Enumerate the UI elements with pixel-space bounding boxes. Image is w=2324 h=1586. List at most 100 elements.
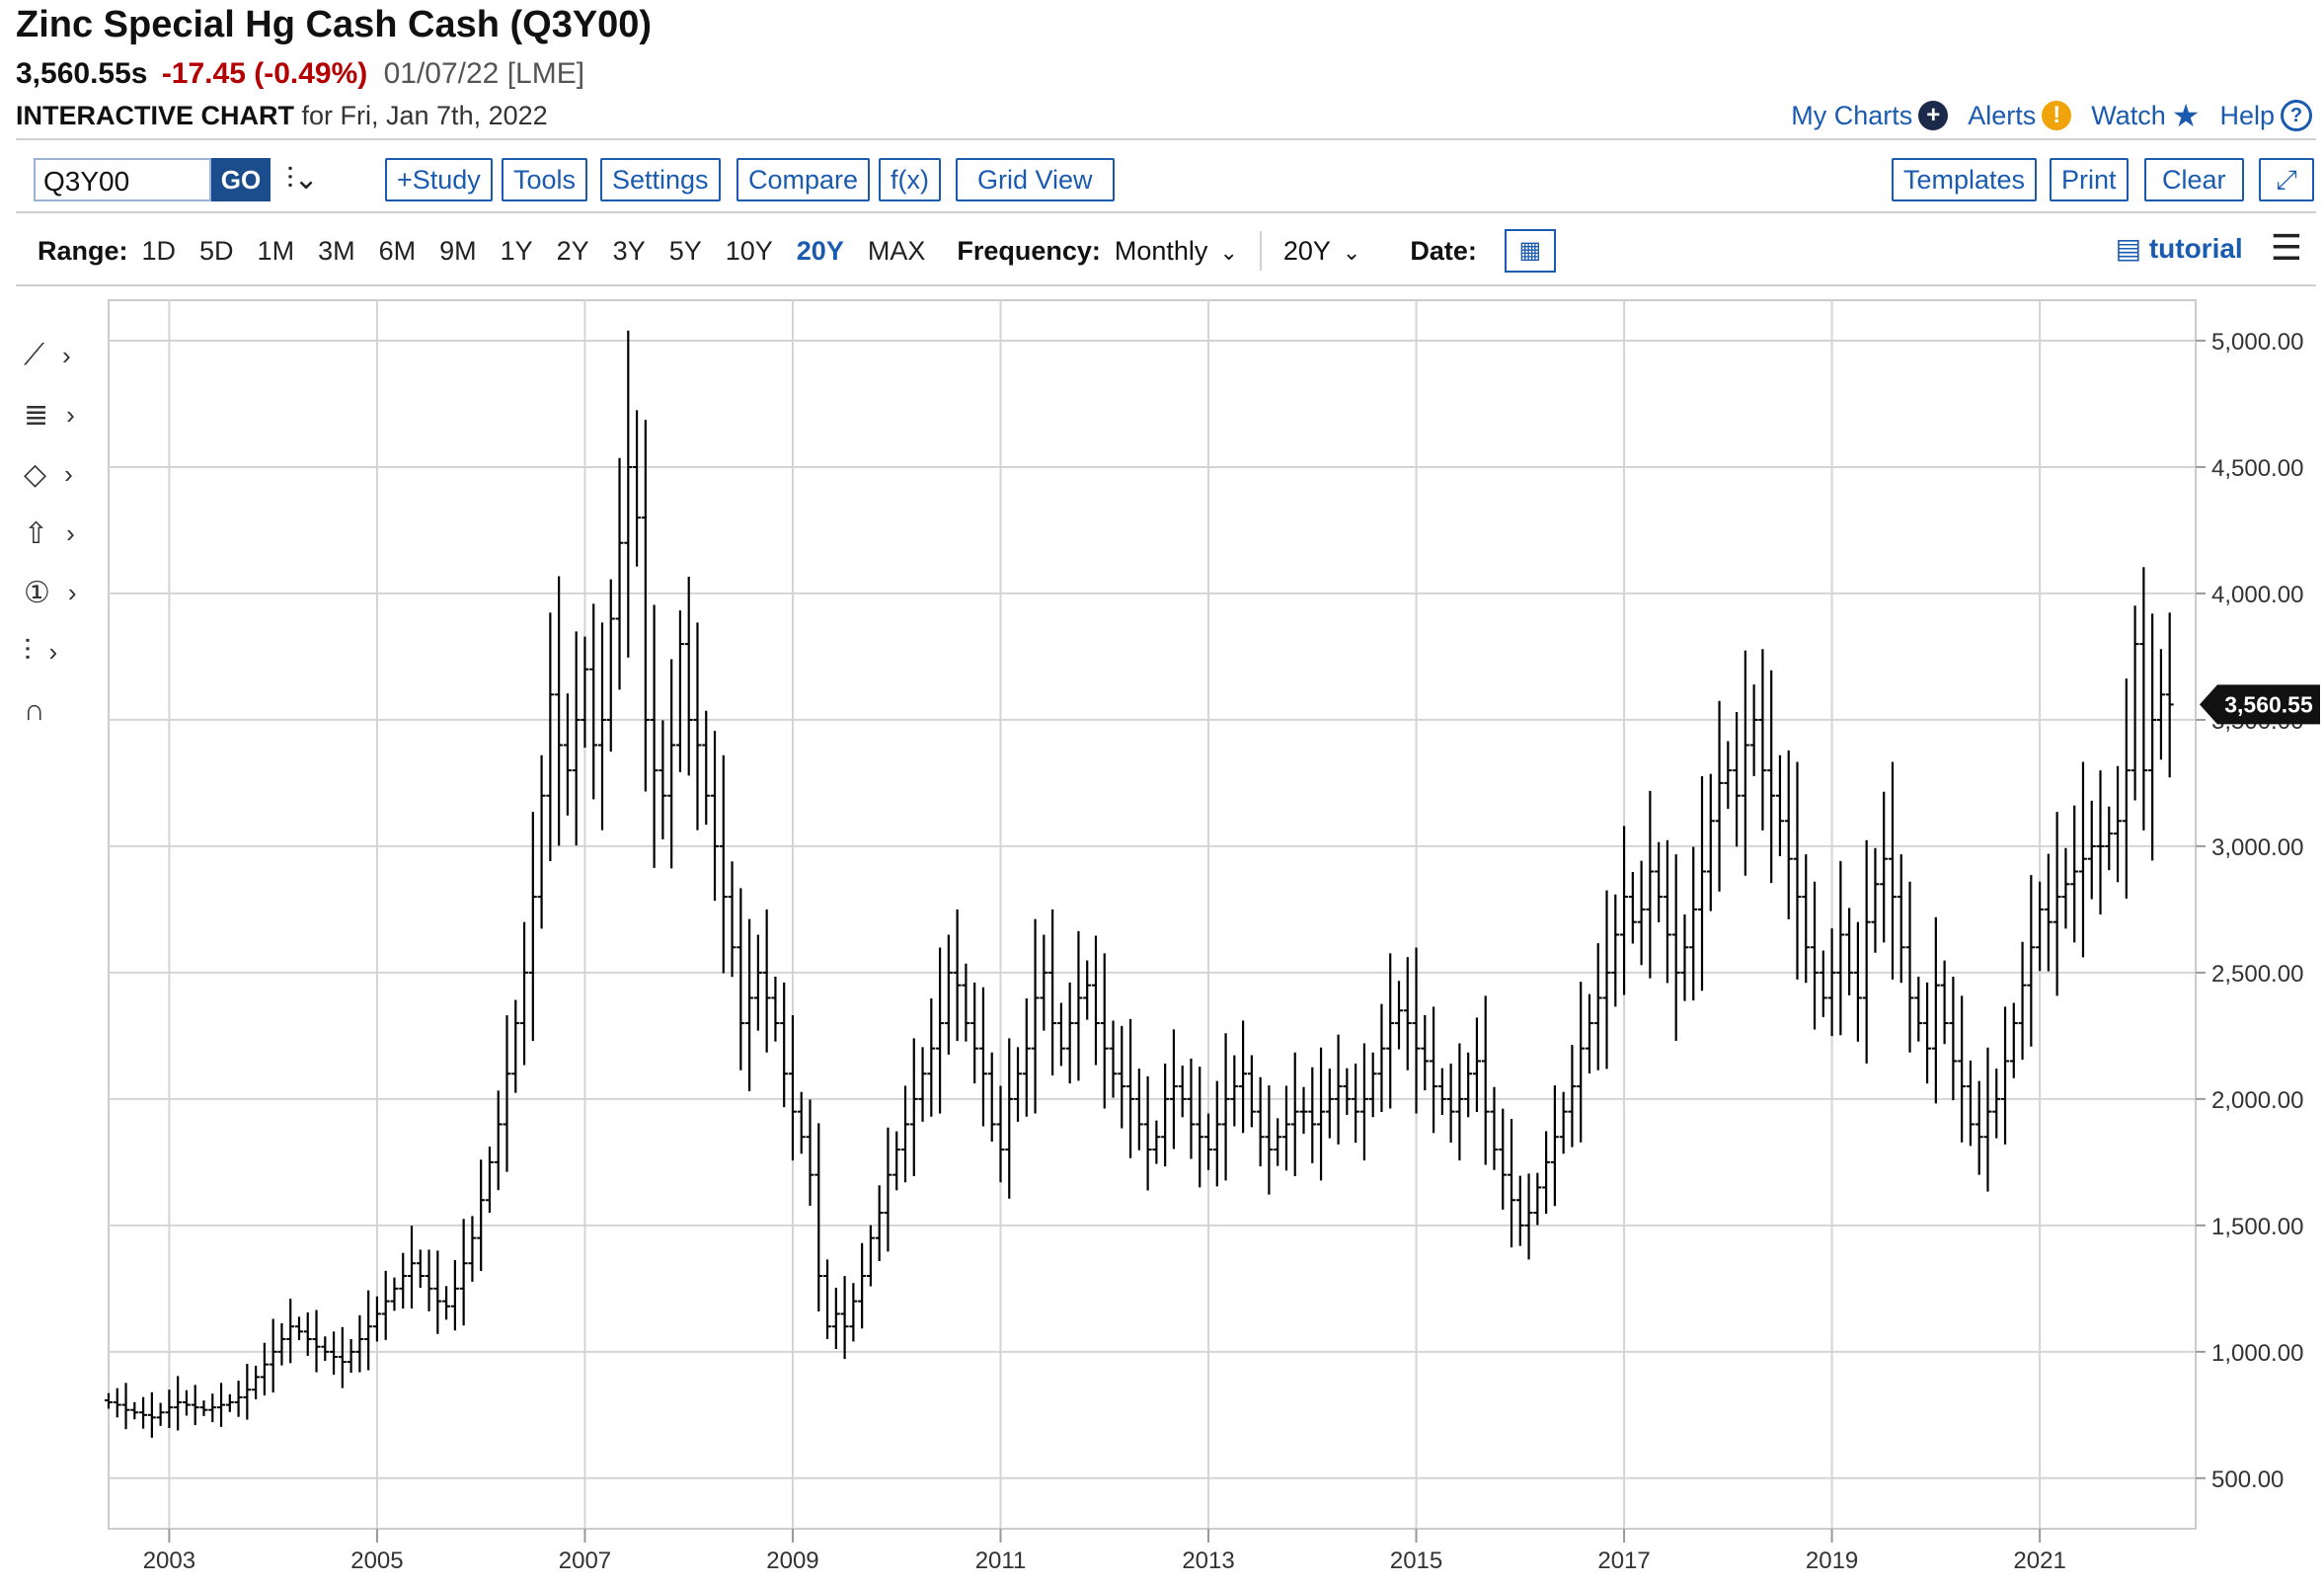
help-link[interactable]: Help?	[2219, 100, 2312, 131]
range-5y[interactable]: 5Y	[668, 235, 702, 266]
annotation-tool[interactable]: ① ›	[24, 563, 103, 622]
ohlc-bar	[641, 420, 650, 792]
ohlc-bar	[1368, 1052, 1377, 1118]
fib-tool-icon: ≣	[24, 398, 49, 432]
ohlc-bar	[953, 909, 962, 1042]
ohlc-bar	[1134, 1069, 1143, 1150]
ohlc-bar	[390, 1277, 399, 1311]
go-button[interactable]: GO	[211, 158, 271, 201]
ohlc-bar	[1403, 957, 1412, 1071]
ohlc-bar	[1230, 1055, 1239, 1127]
ohlc-bar	[1862, 839, 1871, 1064]
bar-type-icon[interactable]: ⫶⌄	[286, 163, 319, 196]
ohlc-bar	[2122, 678, 2130, 899]
fibonacci-tool[interactable]: ≣ ›	[24, 385, 103, 444]
symbol-input[interactable]: Q3Y00	[34, 158, 211, 201]
range-1d[interactable]: 1D	[141, 235, 177, 266]
ohlc-bar	[546, 612, 555, 862]
ohlc-bar	[1836, 860, 1845, 1036]
fx-button[interactable]: f(x)	[879, 158, 941, 201]
price-chart[interactable]: 500.00 1,000.00 1,500.00 2,000.00 2,500.00 3,…	[0, 292, 2324, 1586]
range-2y[interactable]: 2Y	[556, 235, 589, 266]
divider-range	[16, 284, 2316, 286]
period-select[interactable]: 20Y ⌄	[1283, 236, 1360, 267]
ohlc-bar	[1056, 1002, 1065, 1067]
ohlc-bar	[1161, 1064, 1170, 1167]
range-5d[interactable]: 5D	[199, 235, 234, 266]
watch-link[interactable]: Watch ★	[2091, 97, 2200, 134]
last-price-tag-shape	[2200, 684, 2320, 725]
tutorial-link[interactable]: ▤ tutorial	[2116, 232, 2243, 265]
ohlc-bar	[2096, 770, 2105, 914]
range-1m[interactable]: 1M	[257, 235, 295, 266]
range-6m[interactable]: 6M	[378, 235, 417, 266]
print-button[interactable]: Print	[2050, 158, 2129, 201]
ohlc-bar	[130, 1401, 139, 1420]
chevron-down-icon: ⌄	[1219, 239, 1238, 265]
range-20y[interactable]: 20Y	[796, 235, 844, 266]
range-10y[interactable]: 10Y	[725, 235, 773, 266]
x-tick-label: 2015	[1390, 1547, 1442, 1574]
ohlc-bar	[1533, 1172, 1542, 1226]
ohlc-bar	[303, 1311, 312, 1356]
expand-button[interactable]: ⤢	[2259, 158, 2314, 201]
ohlc-bar	[2148, 613, 2157, 861]
ohlc-bar	[1853, 921, 1862, 1042]
quote-line: 3,560.55s -17.45 (-0.49%) 01/07/22 [LME]	[16, 57, 584, 91]
ohlc-bar	[105, 1392, 113, 1409]
shapes-tool[interactable]: ◇ ›	[24, 444, 103, 504]
ohlc-bar	[1784, 750, 1793, 919]
arrow-tool[interactable]: ⇧ ›	[24, 504, 103, 563]
measure-tool[interactable]: ⫶ ›	[24, 622, 103, 681]
ohlc-bar	[693, 622, 702, 831]
ohlc-bar	[2044, 853, 2053, 972]
compare-button[interactable]: Compare	[736, 158, 871, 201]
menu-icon[interactable]: ☰	[2270, 227, 2302, 268]
my-charts-link[interactable]: My Charts +	[1791, 101, 1949, 131]
ohlc-bar	[528, 812, 537, 1041]
study-button[interactable]: +Study	[385, 158, 493, 201]
ohlc-bar	[1204, 1113, 1213, 1170]
ohlc-bar	[728, 861, 736, 978]
range-max[interactable]: MAX	[867, 235, 926, 266]
y-tick-label: 4,500.00	[2211, 455, 2303, 482]
range-3y[interactable]: 3Y	[612, 235, 646, 266]
ohlc-bar	[970, 982, 979, 1084]
ohlc-bar	[294, 1316, 303, 1341]
ohlc-bar	[2114, 765, 2123, 883]
range-3m[interactable]: 3M	[318, 235, 355, 266]
ohlc-bar	[736, 888, 745, 1071]
divider-top	[16, 138, 2316, 140]
ohlc-bar	[1568, 1045, 1577, 1148]
ohlc-bar	[1637, 860, 1646, 966]
ohlc-bar	[355, 1314, 364, 1373]
y-tick-label: 2,000.00	[2211, 1087, 2303, 1114]
y-tick-label: 500.00	[2211, 1467, 2284, 1493]
magnet-tool[interactable]: ∩	[24, 681, 103, 741]
ohlc-bar	[1352, 1064, 1360, 1144]
alerts-link[interactable]: Alerts!	[1968, 101, 2072, 131]
settings-button[interactable]: Settings	[600, 158, 721, 201]
range-bar: Range: 1D 5D 1M 3M 6M 9M 1Y 2Y 3Y 5Y 10Y…	[38, 229, 1556, 273]
ohlc-bar	[1048, 909, 1057, 1076]
templates-button[interactable]: Templates	[1892, 158, 2038, 201]
ohlc-bar	[1481, 995, 1490, 1165]
tools-button[interactable]: Tools	[502, 158, 588, 201]
ohlc-bar	[884, 1127, 892, 1252]
range-9m[interactable]: 9M	[439, 235, 477, 266]
last-price-tag: 3,560.55	[2200, 684, 2320, 725]
ohlc-bar	[2105, 806, 2114, 871]
chart-grid	[108, 299, 2197, 1530]
ohlc-bar	[1983, 1047, 1992, 1192]
trendline-tool[interactable]: ⟋ ›	[24, 326, 103, 385]
calendar-button[interactable]: ▦	[1504, 229, 1556, 273]
watch-label: Watch	[2091, 100, 2166, 130]
ohlc-bar	[1065, 982, 1074, 1084]
range-1y[interactable]: 1Y	[500, 235, 533, 266]
ohlc-bar	[477, 1159, 486, 1272]
frequency-select[interactable]: Monthly ⌄	[1115, 236, 1238, 267]
clear-button[interactable]: Clear	[2144, 158, 2244, 201]
grid-view-button[interactable]: Grid View	[956, 158, 1115, 201]
ohlc-bar	[1733, 711, 1742, 847]
ohlc-bar	[1715, 700, 1724, 892]
